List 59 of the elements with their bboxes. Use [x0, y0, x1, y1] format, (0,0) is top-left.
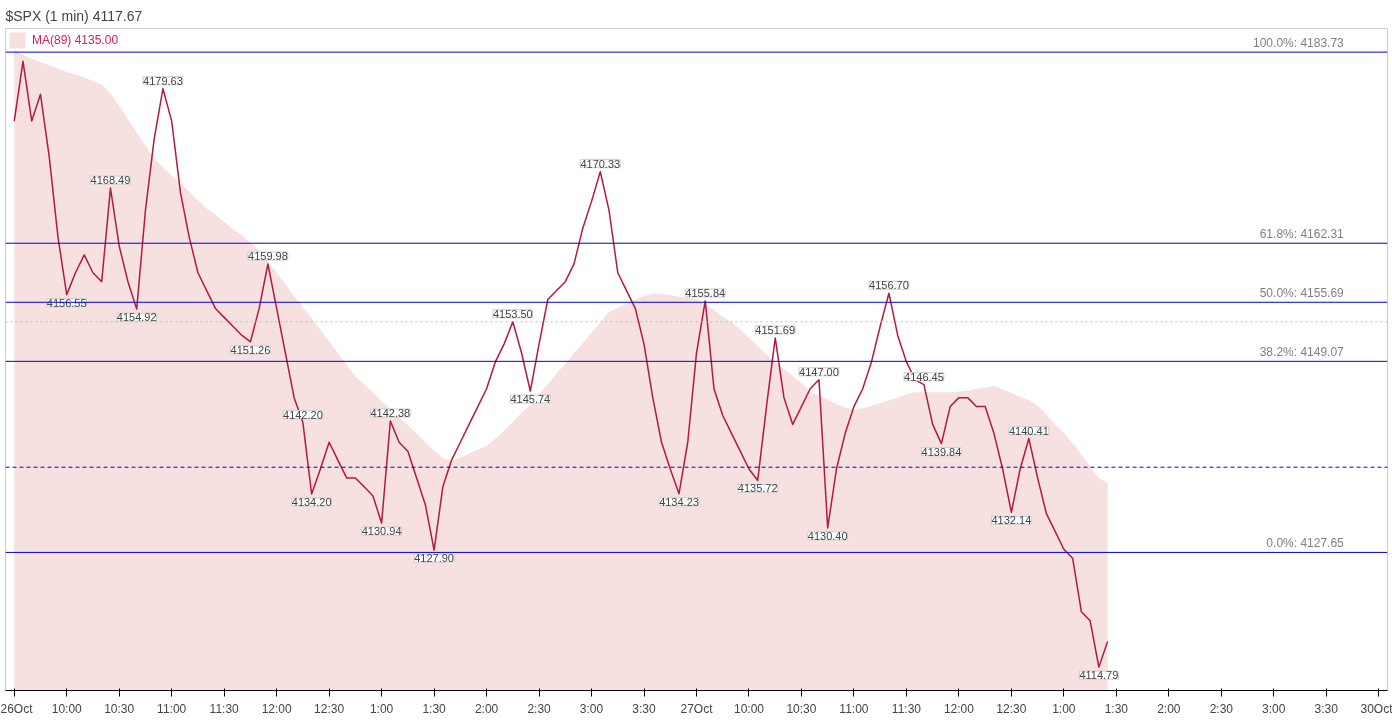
data-label: 4170.33	[580, 157, 621, 170]
x-tick-label: 2:30	[527, 701, 552, 716]
x-tick-label: 2:30	[1209, 701, 1234, 716]
data-label: 4130.94	[361, 525, 402, 538]
data-label: 4114.79	[1079, 669, 1119, 682]
x-tick-label: 10:30	[786, 701, 817, 716]
x-tick-label: 27Oct	[680, 701, 714, 716]
data-label: 4156.70	[869, 279, 909, 292]
x-tick-label: 12:30	[996, 701, 1027, 716]
data-label: 4130.40	[807, 529, 848, 542]
x-tick-label: 1:30	[422, 701, 447, 716]
x-tick-label: 11:30	[891, 701, 922, 716]
x-tick-label: 1:00	[1052, 701, 1076, 716]
data-label: 4155.84	[685, 286, 726, 299]
data-label: 4147.00	[799, 365, 839, 378]
chart-title: $SPX (1 min) 4117.67	[5, 7, 143, 24]
ref-line-label: 100.0%: 4183.73	[1253, 36, 1345, 51]
data-label: 4159.98	[248, 250, 288, 262]
x-tick-label: 11:00	[839, 701, 869, 716]
data-label: 4142.38	[370, 407, 411, 420]
x-tick-label: 3:00	[1262, 701, 1286, 716]
ref-line-label: 0.0%: 4127.65	[1266, 536, 1345, 551]
x-tick-label: 12:00	[261, 701, 292, 716]
ref-line-label: 61.8%: 4162.31	[1259, 227, 1345, 242]
x-tick-label: 12:00	[943, 701, 975, 716]
x-tick-label: 26Oct	[0, 701, 34, 716]
data-label: 4151.69	[755, 323, 796, 336]
data-label: 4142.20	[283, 408, 323, 421]
x-tick-label: 11:30	[209, 701, 240, 716]
data-label: 4134.23	[659, 495, 699, 508]
ref-line-label: 38.2%: 4149.07	[1259, 345, 1345, 360]
data-label: 4151.26	[230, 343, 271, 356]
x-tick-label: 3:00	[579, 701, 604, 716]
data-label: 4139.84	[921, 445, 962, 458]
x-tick-label: 1:30	[1104, 701, 1129, 716]
x-tick-label: 3:30	[1314, 701, 1339, 716]
x-tick-label: 2:00	[1157, 701, 1181, 716]
data-label: 4127.90	[414, 552, 454, 565]
x-tick-label: 1:00	[369, 701, 394, 716]
x-tick-label: 30Oct	[1360, 701, 1392, 716]
data-label: 4134.20	[291, 495, 332, 508]
x-tick-label: 10:00	[733, 701, 765, 716]
data-label: 4145.74	[510, 393, 551, 406]
data-label: 4146.45	[904, 370, 944, 383]
legend-label: MA(89) 4135.00	[32, 33, 119, 47]
data-label: 4154.92	[116, 311, 157, 324]
x-tick-label: 3:30	[632, 701, 657, 716]
x-tick-label: 12:30	[314, 701, 345, 716]
x-tick-label: 10:00	[51, 701, 83, 716]
data-label: 4132.14	[991, 514, 1032, 527]
data-label: 4153.50	[492, 307, 533, 320]
x-tick-label: 11:00	[157, 701, 187, 716]
ref-line-label: 50.0%: 4155.69	[1259, 286, 1345, 301]
data-label: 4168.49	[90, 174, 131, 187]
data-label: 4135.72	[737, 482, 778, 495]
x-tick-label: 2:00	[474, 701, 499, 716]
data-label: 4140.41	[1009, 424, 1049, 437]
data-label: 4179.63	[143, 74, 183, 87]
x-tick-label: 10:30	[104, 701, 135, 716]
